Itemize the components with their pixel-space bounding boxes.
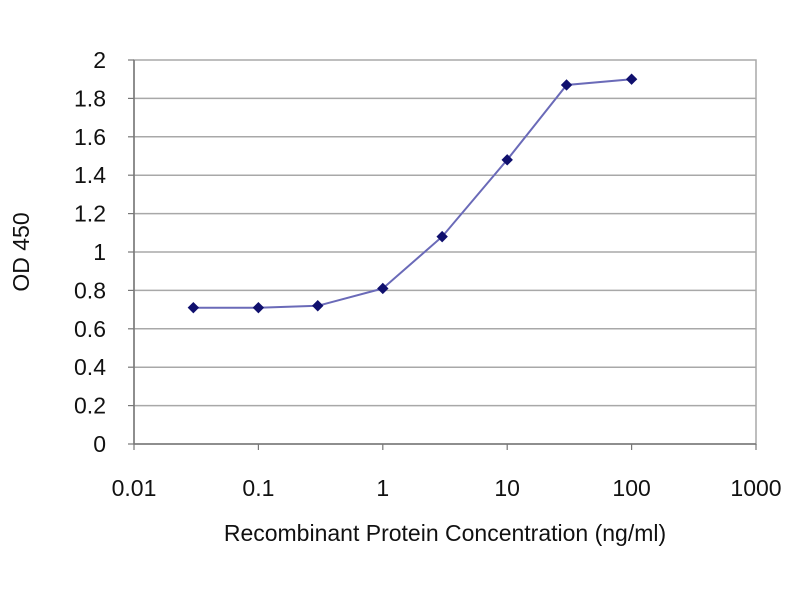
data-point [187,301,200,314]
y-tick-label: 0.6 [74,316,106,342]
data-point [625,73,638,85]
x-tick-label: 0.1 [242,475,274,501]
y-tick-label: 0.4 [74,354,106,380]
data-point [436,230,448,243]
y-tick-label: 0.2 [74,393,106,419]
axes [128,59,757,450]
data-point [560,79,573,91]
x-tick-label: 1 [376,475,389,501]
y-tick-label: 1.4 [74,162,106,188]
data-point [252,301,265,314]
y-axis-title: OD 450 [8,212,34,291]
x-tick-label: 10 [494,475,520,501]
y-tick-label: 0.8 [74,277,106,303]
y-tick-label: 1.6 [74,124,106,150]
y-tick-label: 2 [93,47,106,73]
x-tick-label: 0.01 [112,475,157,501]
y-tick-label: 1.2 [74,201,106,227]
y-tick-labels: 0 0.2 0.4 0.6 0.8 1 1.2 1.4 1.6 1.8 2 [74,47,106,457]
x-tick-label: 1000 [730,475,781,501]
data-point [501,154,513,166]
x-axis-title: Recombinant Protein Concentration (ng/ml… [224,520,666,546]
y-tick-label: 1 [93,239,106,265]
gridlines [134,97,756,407]
data-point [377,282,389,295]
y-tick-label: 0 [93,431,106,457]
x-tick-labels: 0.01 0.1 1 10 100 1000 [112,475,782,501]
data-series [187,73,638,314]
y-tick-label: 1.8 [74,85,106,111]
x-tick-label: 100 [612,475,650,501]
data-point [312,300,324,312]
series-line [193,78,632,309]
